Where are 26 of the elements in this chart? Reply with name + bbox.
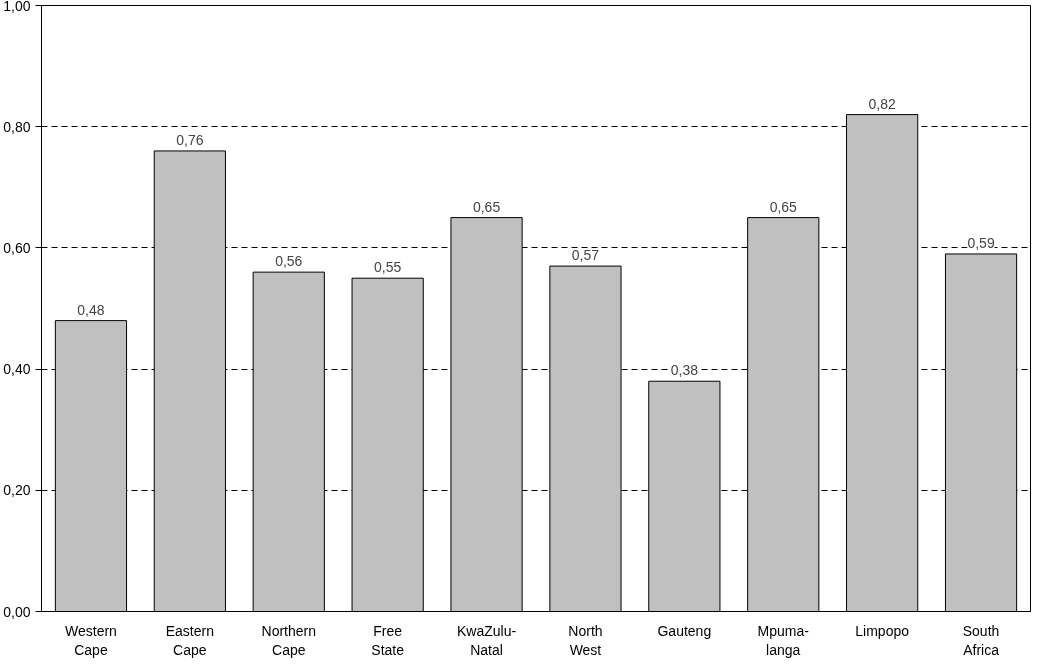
x-tick-label: Gauteng: [657, 622, 712, 639]
x-tick-label: Mpuma- langa: [757, 622, 810, 658]
y-tick-label: 1,00: [3, 0, 31, 14]
data-label: 0,38: [670, 362, 699, 379]
data-label: 0,55: [374, 259, 402, 276]
y-tick-label: 0,60: [3, 239, 31, 256]
data-label: 0,65: [472, 198, 501, 215]
data-label: 0,76: [176, 131, 204, 148]
data-label: 0,82: [868, 95, 896, 112]
data-label: 0,57: [571, 247, 600, 264]
data-label: 0,56: [275, 253, 303, 270]
x-tick-label: Northern Cape: [261, 622, 316, 658]
x-tick-label: Free State: [371, 622, 405, 658]
y-tick-label: 0,80: [3, 118, 31, 135]
x-tick-label: Eastern Cape: [165, 622, 214, 658]
y-tick-label: 0,20: [3, 482, 31, 499]
x-tick-label: South Africa: [962, 622, 1000, 658]
x-tick-label: Limpopo: [855, 622, 910, 639]
y-tick-label: 0,40: [3, 361, 31, 378]
data-label: 0,59: [967, 234, 995, 251]
x-tick-label: North West: [568, 622, 603, 658]
x-tick-label: Western Cape: [65, 622, 117, 658]
x-tick-label: KwaZulu- Natal: [456, 622, 517, 658]
data-label: 0,65: [769, 198, 798, 215]
y-tick-label: 0,00: [3, 603, 31, 620]
data-label: 0,48: [77, 301, 105, 318]
